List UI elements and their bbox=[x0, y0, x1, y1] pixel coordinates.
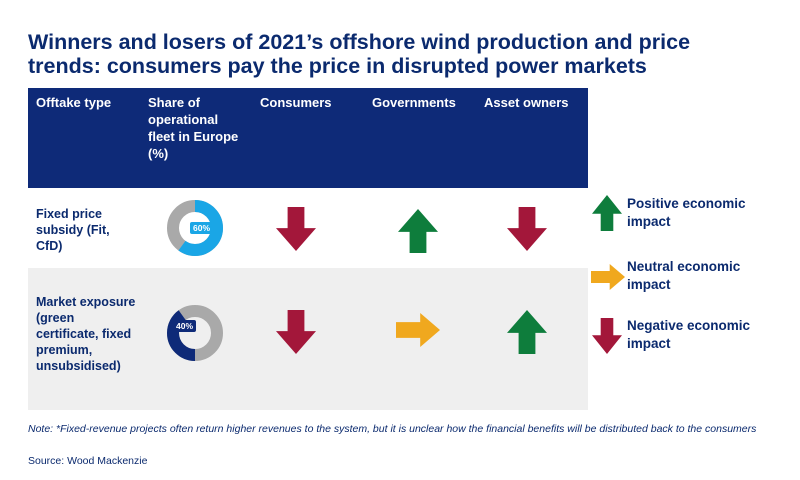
header-governments: Governments bbox=[372, 95, 456, 110]
negative-impact-shape bbox=[592, 318, 622, 354]
header-asset-owners: Asset owners bbox=[484, 95, 569, 110]
donut-chart-fixed-price bbox=[167, 200, 223, 256]
arrow-down-icon bbox=[507, 207, 547, 251]
arrow-down-icon bbox=[276, 207, 316, 251]
header-consumers: Consumers bbox=[260, 95, 332, 110]
chart-title: Winners and losers of 2021’s offshore wi… bbox=[28, 30, 691, 78]
negative-impact-shape bbox=[276, 310, 316, 354]
donut-chart-market-exposure bbox=[167, 305, 223, 361]
arrow-down-icon bbox=[592, 318, 622, 354]
header-offtake-type: Offtake type bbox=[36, 95, 112, 110]
negative-impact-shape bbox=[276, 207, 316, 251]
positive-impact-shape bbox=[592, 195, 622, 231]
arrow-up-icon bbox=[592, 195, 622, 231]
arrow-right-icon bbox=[591, 264, 625, 290]
legend-negative: Negative economic impact bbox=[627, 318, 751, 351]
neutral-impact-shape bbox=[396, 313, 440, 347]
row-label-market-exposure: Market exposure (green certificate, fixe… bbox=[36, 295, 136, 373]
header-share: Share of operational fleet in Europe (%) bbox=[148, 95, 239, 161]
donut-share-slice bbox=[167, 305, 223, 361]
arrow-up-icon bbox=[398, 209, 438, 253]
arrow-up-icon bbox=[507, 310, 547, 354]
footnote: Note: *Fixed-revenue projects often retu… bbox=[28, 423, 757, 435]
positive-impact-shape bbox=[398, 209, 438, 253]
donut-label-market-exposure: 40% bbox=[173, 320, 197, 332]
table-header bbox=[28, 88, 588, 188]
donut-label-fixed-price: 60% bbox=[190, 222, 214, 234]
source-text: Source: Wood Mackenzie bbox=[28, 455, 148, 467]
legend-positive: Positive economic impact bbox=[627, 196, 746, 229]
neutral-impact-shape bbox=[591, 264, 625, 290]
arrow-right-icon bbox=[396, 313, 440, 347]
legend-neutral: Neutral economic impact bbox=[627, 259, 741, 292]
positive-impact-shape bbox=[507, 310, 547, 354]
row-label-fixed-price: Fixed price subsidy (Fit, CfD) bbox=[36, 207, 110, 253]
arrow-down-icon bbox=[276, 310, 316, 354]
negative-impact-shape bbox=[507, 207, 547, 251]
donut-share-slice bbox=[167, 200, 223, 256]
